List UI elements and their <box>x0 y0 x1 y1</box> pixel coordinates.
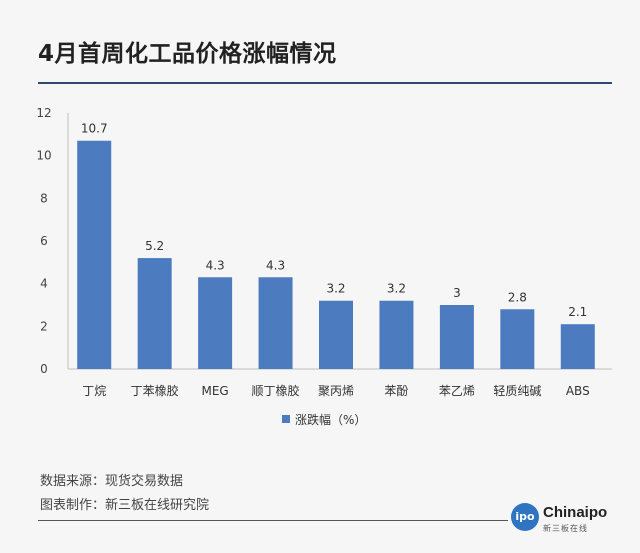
logo-badge: ipo <box>511 503 539 531</box>
bar <box>439 305 474 369</box>
y-tick-label: 0 <box>40 362 48 376</box>
x-tick-label: 丁烷 <box>82 384 106 398</box>
bar <box>560 324 595 369</box>
bar <box>258 277 293 369</box>
data-label: 5.2 <box>145 239 164 253</box>
y-tick-label: 2 <box>40 319 48 333</box>
logo-subtitle: 新三板在线 <box>543 524 588 533</box>
chart-author-note: 图表制作：新三板在线研究院 <box>40 498 210 513</box>
data-label: 3.2 <box>387 282 406 296</box>
logo-wordmark: Chinaipo <box>543 504 608 521</box>
y-tick-label: 10 <box>36 149 51 163</box>
legend-label: 涨跌幅（%） <box>295 412 366 427</box>
y-tick-label: 8 <box>40 191 48 205</box>
bar-chart: 0 2 4 6 8 10 12 10.7 丁烷 5.2 丁苯橡胶 4.3 MEG 4.3 顺丁橡胶 3.2 聚丙… <box>36 106 612 427</box>
x-tick-label: 丁苯橡胶 <box>131 383 179 398</box>
bar <box>77 140 112 369</box>
data-label: 4.3 <box>266 258 285 272</box>
x-tick-label: 苯酚 <box>384 384 408 398</box>
bar <box>500 309 535 369</box>
x-tick-label: 轻质纯碱 <box>493 384 541 398</box>
y-tick-label: 12 <box>36 106 51 120</box>
data-label: 2.8 <box>508 290 527 304</box>
footer-divider <box>38 520 508 521</box>
chinaipo-logo: ipo Chinaipo 新三板在线 <box>511 503 611 543</box>
y-tick-label: 4 <box>40 277 48 291</box>
bar <box>137 258 172 369</box>
legend-swatch <box>282 415 290 423</box>
data-source-note: 数据来源：现货交易数据 <box>40 474 184 489</box>
title-divider <box>38 82 612 84</box>
data-label: 2.1 <box>568 305 587 319</box>
bar <box>319 300 353 369</box>
data-label: 3 <box>453 286 461 300</box>
x-tick-label: 苯乙烯 <box>439 384 475 398</box>
bar <box>198 277 233 369</box>
y-tick-label: 6 <box>40 234 48 248</box>
data-label: 4.3 <box>206 258 225 272</box>
data-label: 3.2 <box>326 282 345 296</box>
x-tick-label: 聚丙烯 <box>318 384 354 398</box>
x-tick-label: MEG <box>201 384 228 398</box>
x-tick-label: ABS <box>566 384 590 398</box>
chart-title: 4月首周化工品价格涨幅情况 <box>38 41 337 67</box>
data-label: 10.7 <box>81 122 108 136</box>
x-tick-label: 顺丁橡胶 <box>252 383 300 398</box>
bar <box>379 300 414 369</box>
